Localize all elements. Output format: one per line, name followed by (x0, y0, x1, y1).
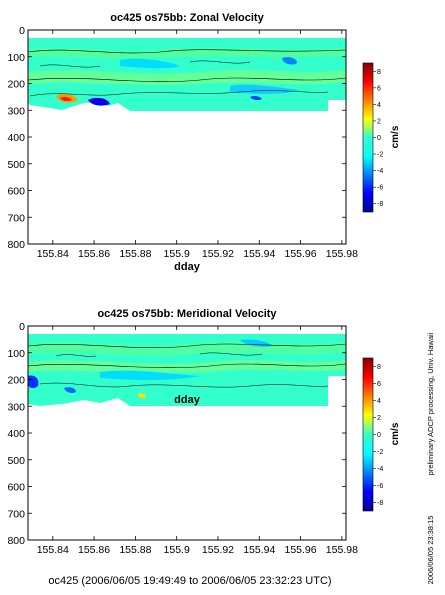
colorbar-tick-label: -6 (377, 483, 383, 490)
y-tick-label: 400 (7, 132, 25, 144)
y-tick-label: 600 (7, 482, 25, 494)
meridional-contour (39, 382, 329, 388)
meridional-y-ticks: 0 100 200 300 400 500 600 700 800 (7, 321, 346, 547)
colorbar-tick-label: -2 (377, 152, 383, 159)
zonal-y-ticks: 0 100 200 300 400 500 600 700 800 (7, 25, 346, 251)
zonal-colorbar: 8 6 4 2 0 -2 -4 -6 -8 cm/s (362, 62, 401, 213)
y-tick-label: 200 (7, 79, 25, 91)
panel-zonal: oc425 os75bb: Zonal Velocity 155.84 155.8… (7, 12, 401, 273)
zonal-contour (39, 60, 251, 68)
zonal-x-label: dday (174, 261, 201, 273)
colorbar-tick-label: 6 (377, 381, 381, 388)
meridional-title: oc425 os75bb: Meridional Velocity (97, 308, 277, 320)
side-note: preliminary ADCP processing, Univ. Hawai… (426, 332, 435, 475)
x-tick-label: 155.88 (119, 248, 151, 260)
zonal-patch-blue (250, 95, 262, 101)
colorbar-tick-label: 4 (377, 102, 381, 109)
y-tick-label: 400 (7, 428, 25, 440)
zonal-x-ticks: 155.84 155.86 155.88 155.9 155.92 155.94 155.9… (37, 30, 358, 260)
zonal-patch-blue (88, 97, 110, 106)
meridional-patch-cyan (100, 370, 200, 380)
zonal-title: oc425 os75bb: Zonal Velocity (110, 12, 264, 24)
colorbar-tick-label: 0 (377, 432, 381, 439)
zonal-patch-blue (282, 57, 297, 65)
zonal-contour (29, 90, 329, 97)
y-tick-label: 500 (7, 159, 25, 171)
x-tick-label: 155.9 (164, 248, 190, 260)
colorbar-tick-label: -8 (377, 201, 383, 208)
x-tick-label: 155.98 (326, 248, 358, 260)
colorbar-tick-label: 8 (377, 364, 381, 371)
meridional-data-field (28, 334, 346, 406)
colorbar-tick-label: 4 (377, 398, 381, 405)
x-tick-label: 155.88 (119, 544, 151, 556)
zonal-data-field (28, 38, 346, 111)
x-tick-label: 155.94 (243, 544, 275, 556)
colorbar-tick-label: 0 (377, 135, 381, 142)
y-tick-label: 300 (7, 401, 25, 413)
meridional-band (28, 360, 346, 374)
zonal-colorbar-bar (362, 62, 374, 213)
footer-caption: oc425 (2006/06/05 19:49:49 to 2006/06/05… (48, 575, 331, 587)
x-tick-label: 155.94 (243, 248, 275, 260)
colorbar-tick-label: 8 (377, 69, 381, 76)
zonal-colorbar-label: cm/s (390, 125, 401, 148)
y-tick-label: 100 (7, 52, 25, 64)
x-tick-label: 155.98 (326, 544, 358, 556)
y-tick-label: 700 (7, 508, 25, 520)
zonal-contour (28, 77, 346, 83)
x-tick-label: 155.86 (78, 544, 110, 556)
meridional-contour (55, 352, 263, 357)
meridional-colorbar-label: cm/s (390, 422, 401, 445)
zonal-patch-warm (60, 96, 72, 102)
y-tick-label: 800 (7, 239, 25, 251)
zonal-colorbar-ticks: 8 6 4 2 0 -2 -4 -6 -8 (373, 69, 383, 208)
y-tick-label: 600 (7, 186, 25, 198)
y-tick-label: 200 (7, 375, 25, 387)
x-tick-label: 155.84 (37, 248, 69, 260)
y-tick-label: 300 (7, 105, 25, 117)
colorbar-tick-label: -8 (377, 500, 383, 507)
meridional-colorbar: 8 6 4 2 0 -2 -4 -6 -8 cm/s (362, 357, 401, 512)
meridional-patch-blue (28, 375, 39, 389)
panel-meridional: oc425 os75bb: Meridional Velocity 155.84… (7, 308, 401, 556)
meridional-x-ticks: 155.84 155.86 155.88 155.9 155.92 155.94 155.9… (37, 326, 358, 556)
x-tick-label: 155.96 (285, 544, 317, 556)
colorbar-tick-label: 2 (377, 118, 381, 125)
y-tick-label: 0 (19, 25, 25, 37)
x-tick-label: 155.96 (285, 248, 317, 260)
colorbar-tick-label: -4 (377, 466, 383, 473)
zonal-band (28, 70, 346, 86)
y-tick-label: 100 (7, 348, 25, 360)
zonal-patch-cyan (230, 84, 300, 94)
colorbar-tick-label: 2 (377, 415, 381, 422)
y-tick-label: 800 (7, 535, 25, 547)
zonal-contour (28, 49, 346, 54)
colorbar-tick-label: -2 (377, 449, 383, 456)
x-tick-label: 155.92 (202, 248, 234, 260)
meridional-contour (28, 343, 346, 349)
y-tick-label: 700 (7, 212, 25, 224)
x-tick-label: 155.9 (164, 544, 190, 556)
meridional-colorbar-ticks: 8 6 4 2 0 -2 -4 -6 -8 (373, 364, 383, 507)
y-tick-label: 0 (19, 321, 25, 333)
meridional-x-label: dday (174, 394, 201, 406)
x-tick-label: 155.92 (202, 544, 234, 556)
x-tick-label: 155.84 (37, 544, 69, 556)
y-tick-label: 500 (7, 455, 25, 467)
colorbar-tick-label: -4 (377, 168, 383, 175)
timestamp: 2006/06/05 23:38:15 (426, 516, 435, 585)
colorbar-tick-label: -6 (377, 185, 383, 192)
meridional-patch-blue (64, 387, 76, 393)
meridional-patch-warm (138, 393, 146, 398)
colorbar-tick-label: 6 (377, 85, 381, 92)
meridional-contour (28, 363, 346, 369)
meridional-colorbar-bar (362, 357, 374, 512)
x-tick-label: 155.86 (78, 248, 110, 260)
zonal-patch-cyan (120, 58, 180, 69)
